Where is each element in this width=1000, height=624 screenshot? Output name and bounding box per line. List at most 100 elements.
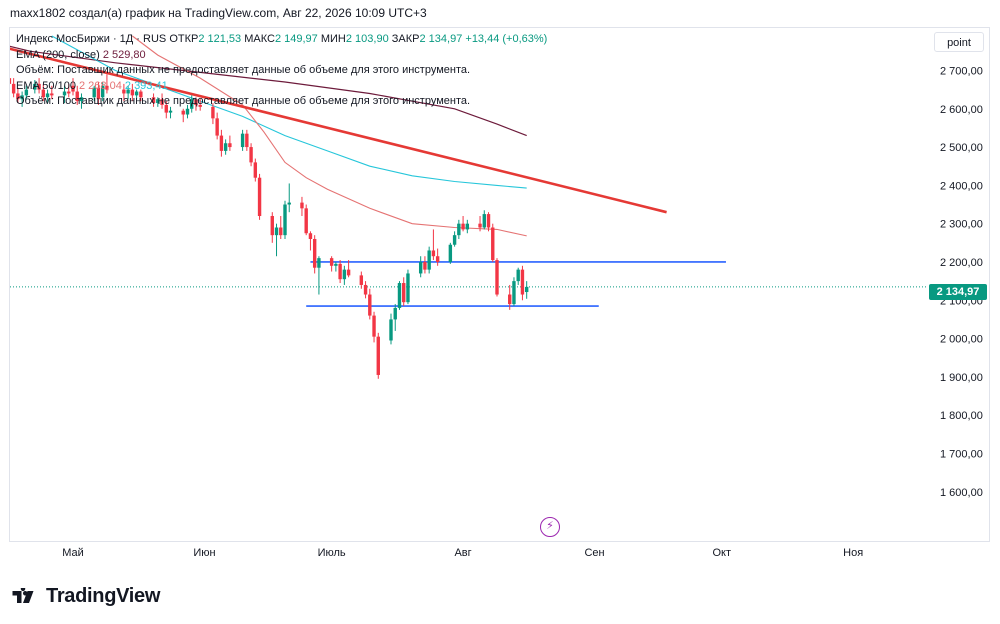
plot-area[interactable]	[0, 0, 989, 379]
x-tick-label: Ноя	[843, 547, 863, 559]
candle-body	[389, 319, 393, 341]
candle-body	[33, 83, 37, 90]
candle-body	[151, 97, 156, 104]
candle-body	[317, 258, 321, 268]
candle-body	[363, 284, 368, 295]
candle-body	[71, 85, 75, 92]
y-tick-label: 1 600,00	[940, 487, 983, 499]
brand-name: TradingView	[46, 585, 161, 607]
high-value: 2 149,97	[274, 33, 318, 45]
tradingview-brand[interactable]: TradingView	[12, 585, 160, 608]
chart-pane[interactable]	[9, 27, 990, 542]
candle-body	[249, 147, 253, 163]
candle-body	[338, 263, 342, 280]
candle-body	[461, 223, 465, 230]
trendline	[10, 47, 667, 214]
y-tick-label: 2 300,00	[940, 219, 983, 231]
candle-body	[20, 95, 24, 100]
candle-body	[402, 283, 406, 303]
x-tick-label: Июль	[318, 547, 346, 559]
candle-body	[181, 110, 185, 115]
candle-body	[168, 110, 173, 113]
close-value: 2 134,97	[419, 33, 463, 45]
candle-body	[300, 202, 304, 209]
candle-body	[457, 223, 461, 236]
candle-body	[279, 227, 283, 236]
candle-body	[423, 261, 427, 270]
candle-body	[50, 93, 54, 96]
x-tick-label: Сен	[584, 547, 604, 559]
y-tick-label: 2 700,00	[940, 65, 983, 77]
candle-body	[274, 227, 279, 236]
candle-body	[126, 89, 130, 94]
candle-body	[100, 85, 105, 98]
candle-body	[283, 204, 287, 236]
candle-body	[130, 89, 135, 96]
candle-body	[418, 261, 423, 274]
candle-body	[452, 235, 457, 245]
change-value: +13,44 (+0,63%)	[465, 33, 548, 45]
close-label: ЗАКР	[391, 33, 420, 45]
candle-body	[478, 223, 482, 228]
candle-body	[198, 104, 202, 107]
open-value: 2 121,53	[198, 33, 242, 45]
candle-body	[24, 89, 29, 96]
ema50-100-label[interactable]: EMA 50/100	[16, 79, 76, 92]
candle-body	[219, 135, 224, 151]
ema200-line	[10, 45, 527, 137]
candle-body	[304, 208, 308, 234]
scale-mode-button[interactable]: point	[934, 32, 984, 52]
candle-body	[215, 118, 219, 136]
x-tick-label: Окт	[712, 547, 731, 559]
candle-body	[160, 99, 164, 105]
lightning-icon[interactable]: ⚡	[540, 517, 560, 537]
candle-body	[372, 315, 376, 337]
legend-ema200-row[interactable]: EMA (200, close) 2 529,80	[16, 48, 547, 64]
y-tick-label: 2 600,00	[940, 104, 983, 116]
y-tick-label: 2 500,00	[940, 142, 983, 154]
tradingview-logo-icon	[12, 587, 34, 603]
ema200-label[interactable]: EMA (200, close)	[16, 48, 100, 61]
candle-body	[308, 233, 313, 239]
candle-body	[45, 93, 50, 98]
y-tick-label: 1 800,00	[940, 410, 983, 422]
legend-ema50-100-row[interactable]: EMA 50/100 2 268,04 2 393,41	[16, 79, 547, 95]
candle-body	[516, 269, 520, 282]
candle-body	[427, 250, 431, 270]
candle-body	[67, 91, 71, 94]
symbol-name[interactable]: Индекс МосБиржи · 1Д · RUS	[16, 33, 167, 45]
candle-body	[139, 91, 143, 98]
candle-body	[16, 93, 20, 100]
ema100-line	[132, 35, 527, 237]
candle-body	[329, 258, 334, 266]
candle-body	[194, 99, 198, 105]
candle-body	[448, 244, 453, 262]
candle-body	[211, 106, 215, 119]
candle-body	[359, 275, 364, 285]
low-value: 2 103,90	[345, 33, 389, 45]
candle-body	[253, 162, 258, 178]
candle-body	[435, 256, 440, 262]
low-label: МИН	[320, 33, 346, 45]
x-tick-label: Июн	[193, 547, 215, 559]
y-tick-label: 2 200,00	[940, 257, 983, 269]
candle-body	[334, 263, 338, 266]
candle-body	[465, 223, 470, 230]
candle-body	[3, 78, 6, 82]
candle-body	[185, 108, 190, 115]
candle-body	[10, 78, 12, 84]
candle-body	[406, 273, 410, 303]
volume-note-2: Объём: Поставщик данных не предоставляет…	[16, 95, 471, 107]
candle-body	[11, 83, 16, 94]
candle-body	[486, 214, 491, 228]
candle-body	[190, 99, 194, 109]
candle-body	[240, 133, 245, 148]
candle-body	[245, 133, 249, 148]
y-tick-label: 1 700,00	[940, 448, 983, 460]
legend-symbol-row[interactable]: Индекс МосБиржи · 1Д · RUS ОТКР2 121,53 …	[16, 32, 547, 48]
y-tick-label: 1 900,00	[940, 372, 983, 384]
candle-body	[164, 104, 168, 113]
candle-body	[75, 91, 79, 102]
chart-legend: Индекс МосБиржи · 1Д · RUS ОТКР2 121,53 …	[16, 32, 547, 110]
